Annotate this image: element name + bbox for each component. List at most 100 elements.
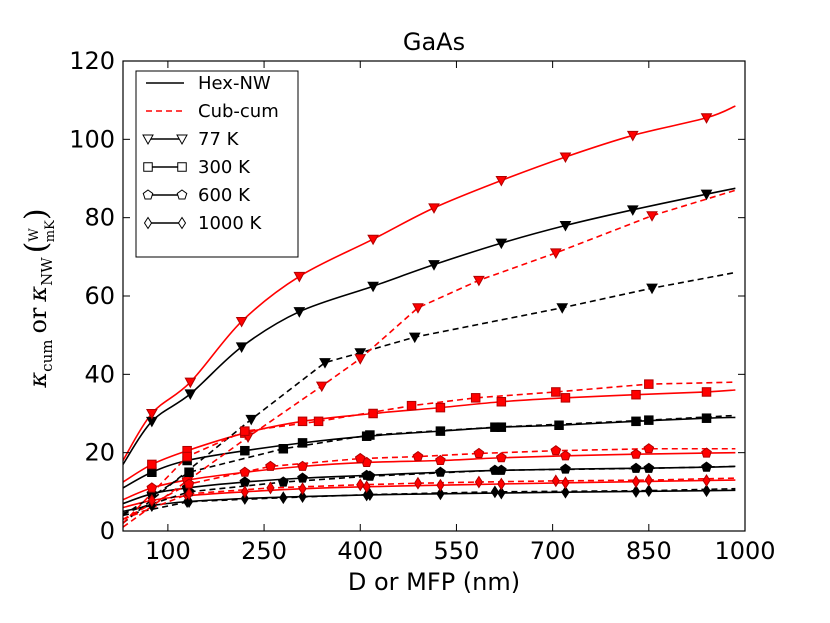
data-point [245, 414, 258, 426]
data-point [700, 113, 713, 124]
x-tick-label: 100 [145, 537, 191, 565]
x-tick-label: 700 [530, 537, 576, 565]
x-tick-label: 850 [626, 537, 672, 565]
data-point [182, 451, 192, 462]
legend-marker [143, 162, 153, 172]
data-point [495, 175, 508, 187]
data-point [701, 447, 712, 458]
data-point [364, 470, 376, 481]
data-point [354, 348, 367, 359]
data-point [646, 283, 658, 295]
data-point [435, 402, 446, 413]
data-point [235, 316, 248, 328]
chart-title: GaAs [403, 28, 465, 56]
legend-item: Cub-cum [146, 101, 279, 122]
legend-marker [176, 189, 188, 200]
data-point [298, 482, 307, 496]
series-line-cub-cum-600k [123, 447, 736, 520]
data-point [644, 484, 653, 498]
data-point [265, 460, 276, 471]
data-point [297, 472, 308, 483]
data-point [626, 130, 639, 142]
data-point [554, 420, 564, 430]
data-point [630, 448, 642, 459]
x-axis: 100 250 400 550 700 850 1000 [145, 61, 776, 565]
data-point [266, 481, 275, 495]
data-point [367, 281, 379, 293]
data-point [428, 260, 440, 271]
data-point [643, 462, 655, 473]
data-point [702, 474, 711, 487]
data-point [631, 485, 641, 498]
y-tick-label: 120 [69, 47, 115, 75]
data-point [701, 461, 712, 472]
data-point [146, 409, 158, 420]
y-label-cum-sub: cum [38, 340, 56, 372]
data-point [184, 389, 197, 400]
data-point [354, 452, 366, 464]
y-label-or: or [24, 307, 52, 333]
data-point [473, 275, 485, 287]
data-point [551, 474, 560, 488]
data-point [496, 397, 507, 407]
legend-label: Hex-NW [198, 73, 271, 94]
data-point [313, 416, 324, 427]
data-point [278, 444, 289, 454]
data-point [559, 221, 572, 232]
legend-item: 600 K [142, 185, 251, 206]
data-point [412, 450, 424, 462]
data-point [474, 475, 483, 489]
data-point [473, 447, 485, 458]
data-point [297, 460, 308, 471]
data-point [368, 408, 378, 419]
data-point [556, 303, 569, 314]
data-point [435, 426, 446, 436]
y-label-unit-den: mK [43, 220, 58, 242]
y-label-nw-sub: NW [38, 257, 56, 286]
data-point [406, 400, 417, 411]
x-tick-label: 550 [434, 537, 480, 565]
data-point [561, 485, 570, 499]
data-point [293, 271, 306, 283]
x-tick-label: 250 [241, 537, 287, 565]
data-point [293, 307, 306, 318]
legend-item: Hex-NW [146, 73, 271, 94]
data-point [277, 476, 289, 487]
data-point [147, 467, 157, 477]
data-point [367, 234, 379, 246]
data-point [354, 354, 367, 365]
data-point [408, 332, 421, 344]
data-point [701, 387, 712, 397]
legend-marker [142, 189, 154, 200]
legend: Hex-NW Cub-cum 77 K 300 K 600 K 1000 K [135, 70, 299, 258]
data-point [560, 393, 571, 403]
data-point [495, 452, 507, 463]
data-point [356, 478, 365, 492]
legend-marker [176, 134, 188, 146]
data-point [365, 488, 374, 502]
y-axis: 0 20 40 60 80 100 120 [69, 47, 745, 545]
data-point [702, 484, 711, 498]
data-point [631, 389, 641, 400]
x-tick-label: 1000 [714, 537, 775, 565]
legend-label: 300 K [198, 157, 251, 178]
data-point [470, 393, 481, 403]
data-point [644, 379, 654, 389]
y-label-unit-num: W [27, 228, 42, 242]
y-label-kappa-2: κ [24, 286, 52, 303]
y-axis-label: κcumorκNW(WmK) [19, 208, 58, 388]
data-point [365, 430, 375, 440]
data-point [643, 443, 655, 454]
legend-label: 77 K [198, 129, 240, 150]
legend-marker [177, 216, 187, 230]
data-point [497, 486, 506, 500]
legend-marker [142, 134, 154, 146]
data-point [644, 415, 654, 425]
data-point [550, 445, 562, 456]
data-point [240, 426, 250, 436]
data-point [560, 450, 571, 461]
y-label-kappa-1: κ [24, 372, 52, 389]
data-point [240, 445, 250, 456]
data-point [435, 454, 446, 466]
series-line-hex-nw-77k [123, 271, 736, 524]
